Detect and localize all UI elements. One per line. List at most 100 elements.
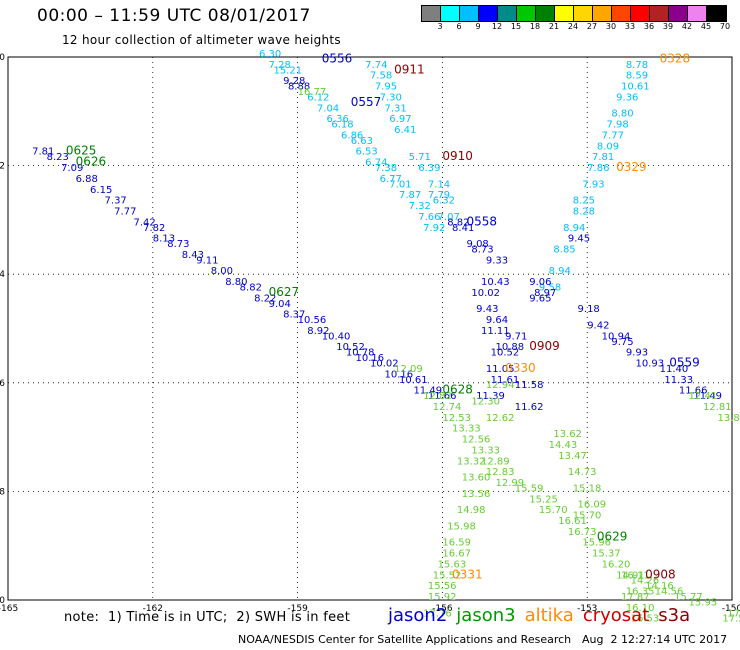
wave-height-value: 8.22 [254, 293, 276, 304]
wave-height-value: 8.94 [563, 223, 585, 234]
color-scale-tick: 45 [700, 22, 712, 31]
pass-time-label: 0911 [394, 62, 425, 76]
wave-height-value: 7.81 [32, 147, 54, 158]
color-scale-bar [421, 5, 727, 22]
wave-height-value: 17.76 [423, 608, 452, 619]
wave-height-value: 6.77 [380, 174, 402, 185]
wave-height-value: 7.58 [370, 71, 392, 82]
color-scale-tick: 27 [586, 22, 598, 31]
map-subtitle: 12 hour collection of altimeter wave hei… [62, 33, 341, 47]
wave-height-value: 8.88 [288, 82, 310, 93]
color-scale-tick: 42 [681, 22, 693, 31]
wave-height-value: 12.74 [433, 402, 462, 413]
wave-height-value: 7.28 [269, 60, 291, 71]
wave-height-value: 7.37 [105, 196, 127, 207]
wave-height-value: 5.71 [409, 152, 431, 163]
wave-height-value: 16.09 [578, 500, 607, 511]
wave-height-value: 9.42 [587, 321, 609, 332]
credit-line: NOAA/NESDIS Center for Satellite Applica… [238, 633, 572, 646]
wave-height-value: 10.52 [336, 342, 365, 353]
units-note: note: 1) Time is in UTC; 2) SWH is in fe… [64, 610, 351, 625]
wave-height-value: 8.41 [452, 223, 474, 234]
pass-time-label: 0626 [76, 155, 107, 169]
wave-height-value: 14.73 [568, 467, 597, 478]
latitude-tick-label: -54 [0, 270, 5, 280]
color-swatch [479, 6, 498, 21]
wave-height-value: 9.58 [539, 282, 561, 293]
pass-time-label: 0910 [442, 149, 473, 163]
wave-height-value: 9.36 [616, 92, 638, 103]
wave-height-value: 11.66 [428, 391, 457, 402]
wave-height-value: 16.67 [442, 549, 471, 560]
color-swatch [688, 6, 707, 21]
wave-height-value: 7.95 [375, 82, 397, 93]
wave-height-value: 6.53 [356, 147, 378, 158]
wave-height-value: 16.11 [621, 570, 650, 581]
wave-height-value: 13.33 [452, 424, 481, 435]
wave-height-value: 10.16 [356, 353, 385, 364]
wave-height-value: 9.65 [529, 293, 551, 304]
wave-height-value: 6.12 [307, 92, 329, 103]
wave-height-value: 15.25 [529, 494, 558, 505]
wave-height-value: 14.26 [631, 576, 660, 587]
legend-item-jason2: jason2 [388, 605, 448, 626]
wave-height-value: 7.92 [423, 223, 445, 234]
wave-height-value: 8.92 [307, 326, 329, 337]
pass-time-label: 0909 [529, 339, 560, 353]
pass-time-label: 0625 [66, 144, 97, 158]
wave-height-value: 9.71 [505, 331, 527, 342]
wave-height-value: 10.93 [635, 359, 664, 370]
wave-height-value: 15.52 [433, 570, 462, 581]
wave-height-value: 10.56 [298, 315, 327, 326]
wave-height-value: 15.92 [428, 592, 457, 603]
wave-height-value: 14.91 [616, 570, 645, 581]
wave-height-value: 13.33 [471, 445, 500, 456]
pass-time-label: 0329 [616, 160, 647, 174]
wave-height-value: 16.35 [626, 587, 655, 598]
wave-height-value: 15.77 [674, 592, 703, 603]
color-swatch [498, 6, 517, 21]
wave-height-value: 9.45 [568, 234, 590, 245]
wave-height-value: 13.56 [462, 489, 491, 500]
wave-height-value: 11.61 [491, 375, 520, 386]
wave-height-value: 16.10 [626, 603, 655, 614]
wave-height-value: 9.04 [269, 299, 291, 310]
wave-height-value: 7.82 [143, 223, 165, 234]
wave-height-value: 15.70 [573, 511, 602, 522]
wave-height-value: 6.32 [433, 196, 455, 207]
wave-height-value: 6.86 [341, 130, 363, 141]
color-swatch [669, 6, 688, 21]
map-title: 00:00 – 11:59 UTC 08/01/2017 [37, 6, 311, 26]
wave-height-value: 6.36 [327, 114, 349, 125]
wave-height-value: 15.59 [515, 483, 544, 494]
color-swatch [631, 6, 650, 21]
wave-height-value: 7.14 [428, 179, 450, 190]
wave-height-value: 13.47 [558, 451, 587, 462]
color-swatch [650, 6, 669, 21]
wave-height-value: 16.61 [558, 516, 587, 527]
wave-height-value: 15.70 [539, 505, 568, 516]
wave-height-value: 6.41 [394, 125, 416, 136]
wave-height-value: 9.93 [626, 348, 648, 359]
pass-time-label: 0627 [269, 285, 300, 299]
wave-height-value: 8.82 [447, 217, 469, 228]
wave-height-value: 7.09 [61, 163, 83, 174]
wave-height-value: 7.87 [399, 190, 421, 201]
wave-height-value: 9.75 [611, 337, 633, 348]
color-scale-tick: 36 [643, 22, 655, 31]
wave-height-value: 10.61 [621, 82, 650, 93]
wave-height-value: 16.59 [442, 538, 471, 549]
wave-height-value: 14.43 [549, 440, 578, 451]
wave-height-value: 8.37 [283, 310, 305, 321]
wave-height-value: 7.81 [592, 152, 614, 163]
pass-time-label: 0629 [597, 529, 628, 543]
wave-height-value: 6.39 [418, 163, 440, 174]
pass-time-label: 0330 [505, 361, 536, 375]
wave-height-value: 6.74 [365, 158, 387, 169]
wave-height-value: 6.30 [259, 49, 281, 60]
wave-height-value: 8.78 [626, 60, 648, 71]
color-swatch [593, 6, 612, 21]
wave-height-value: 6.88 [76, 174, 98, 185]
wave-height-value: 9.06 [529, 277, 551, 288]
